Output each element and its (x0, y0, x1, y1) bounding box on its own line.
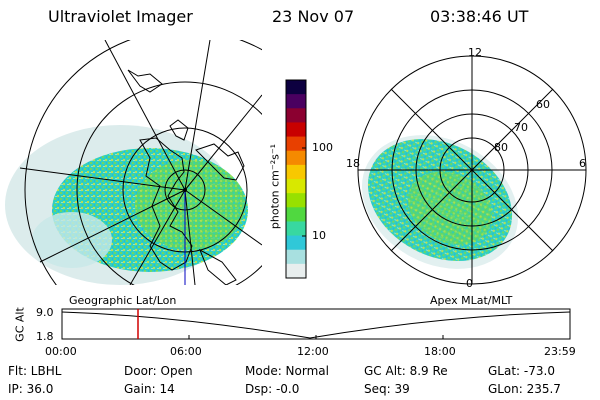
mlt-label-12: 12 (468, 46, 482, 59)
mlt-label-6: 6 (579, 157, 586, 170)
colorbar-swatch (286, 94, 306, 109)
xtick-0000: 00:00 (45, 345, 77, 358)
apex-caption: Apex MLat/MLT (430, 294, 513, 307)
mlat-label-60: 60 (536, 98, 550, 111)
status-flt: Flt: LBHL (8, 364, 62, 378)
status-glon: GLon: 235.7 (488, 382, 561, 396)
status-gc-alt: GC Alt: 8.9 Re (364, 364, 448, 378)
time-label: 03:38:46 UT (430, 7, 529, 26)
colorbar-swatch (286, 164, 306, 180)
colorbar-swatch (286, 221, 306, 237)
colorbar-swatch (286, 193, 306, 208)
colorbar-swatch (286, 263, 306, 279)
mlt-label-0: 0 (466, 277, 473, 290)
status-glat: GLat: -73.0 (488, 364, 555, 378)
status-ip: IP: 36.0 (8, 382, 54, 396)
apex-map (357, 55, 587, 285)
colorbar-swatch (286, 179, 306, 194)
status-seq: Seq: 39 (364, 382, 410, 396)
mlat-label-70: 70 (514, 121, 528, 134)
colorbar-swatch (286, 207, 306, 222)
colorbar-unit: photon cm⁻²s⁻¹ (268, 143, 282, 230)
xtick-0600: 06:00 (170, 345, 202, 358)
status-dsp: Dsp: -0.0 (245, 382, 300, 396)
status-mode: Mode: Normal (245, 364, 329, 378)
geographic-caption: Geographic Lat/Lon (69, 294, 177, 307)
status-gain: Gain: 14 (124, 382, 175, 396)
colorbar-tick-10: 10 (312, 229, 326, 242)
colorbar-swatch (286, 136, 306, 152)
altitude-plot (61, 308, 571, 340)
altitude-ymax: 9.0 (36, 306, 54, 319)
colorbar-tick-100: 100 (312, 141, 333, 154)
altitude-ylabel: GC Alt (13, 307, 27, 342)
colorbar-swatch (286, 150, 306, 166)
xtick-1200: 12:00 (297, 345, 329, 358)
colorbar-swatch (286, 108, 306, 123)
status-door: Door: Open (124, 364, 193, 378)
mlt-label-18: 18 (346, 157, 360, 170)
instrument-title: Ultraviolet Imager (48, 7, 193, 26)
date-label: 23 Nov 07 (272, 7, 355, 26)
xtick-1800: 18:00 (424, 345, 456, 358)
colorbar-swatch (286, 80, 306, 95)
colorbar-swatch (286, 249, 306, 265)
xtick-2359: 23:59 (544, 345, 576, 358)
altitude-ymin: 1.8 (36, 330, 54, 343)
colorbar-swatch (286, 235, 306, 251)
colorbar-swatch (286, 122, 306, 138)
mlat-label-80: 80 (494, 141, 508, 154)
colorbar (285, 79, 307, 279)
geographic-map (5, 40, 262, 285)
